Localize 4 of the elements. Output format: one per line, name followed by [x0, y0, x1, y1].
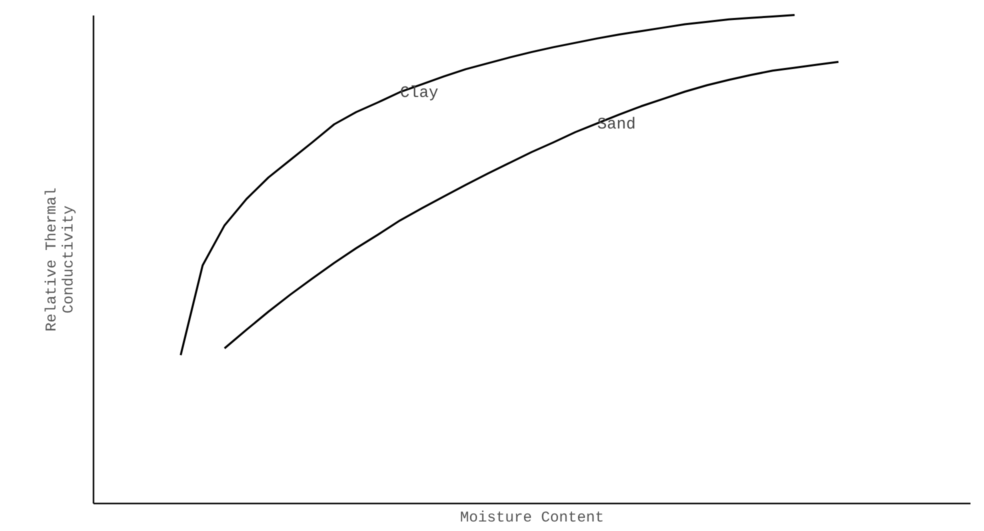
series-label: Sand [597, 115, 636, 134]
series-label: Clay [400, 84, 439, 102]
x-axis-title: Moisture Content [460, 510, 604, 526]
y-axis-title: Relative Thermal Conductivity [44, 187, 78, 332]
